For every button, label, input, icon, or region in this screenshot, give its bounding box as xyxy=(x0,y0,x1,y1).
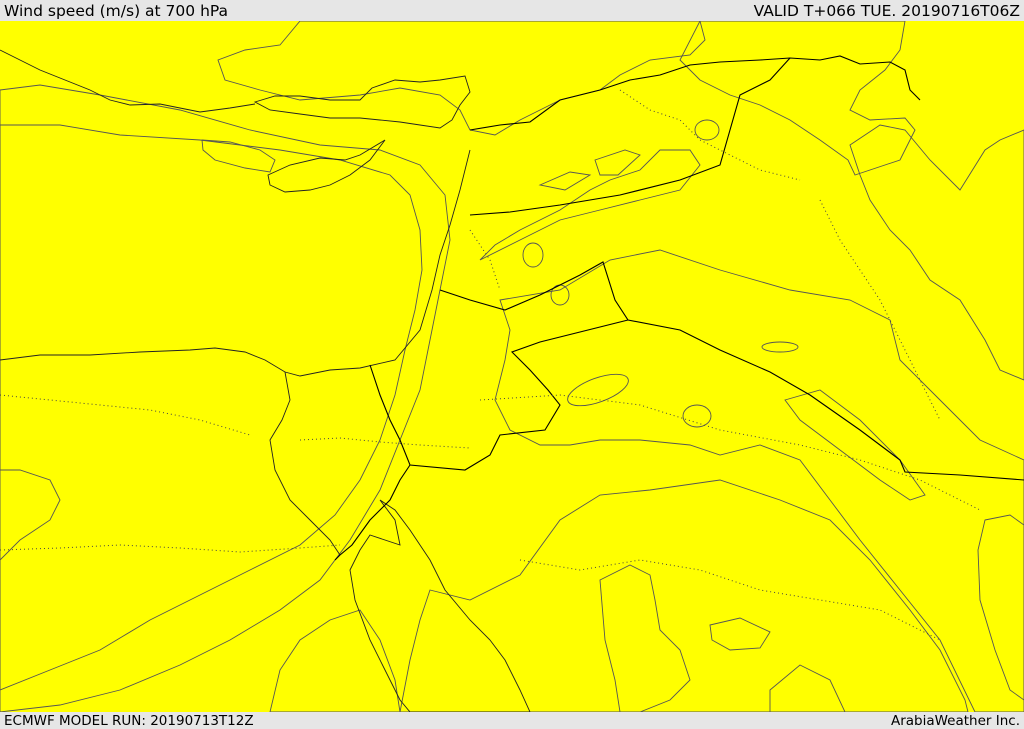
gold-band-west xyxy=(0,84,451,712)
gold-band-center xyxy=(479,149,701,261)
med-coastline xyxy=(0,149,471,377)
yellow-band-base xyxy=(0,21,1024,712)
model-run-label: ECMWF MODEL RUN: 20190713T12Z xyxy=(4,712,254,729)
dotted-boundary-7 xyxy=(819,199,941,421)
amber-region-east-strip xyxy=(784,389,926,501)
gold-patch-small xyxy=(538,171,592,191)
dotted-boundary-5 xyxy=(299,437,471,449)
dotted-boundary-3 xyxy=(0,544,341,553)
peach-region-southwest xyxy=(269,609,401,712)
border-line-3 xyxy=(439,261,1024,481)
peach-patch-1 xyxy=(694,119,720,141)
dotted-boundary-1 xyxy=(479,394,981,511)
valid-time: VALID T+066 TUE. 20190716T06Z xyxy=(753,1,1020,20)
yellow-patch-3 xyxy=(522,242,544,268)
aegean-coast xyxy=(0,49,256,113)
gold-band-east xyxy=(494,249,1024,712)
map-footer: ECMWF MODEL RUN: 20190713T12Z ArabiaWeat… xyxy=(0,712,1024,729)
dotted-boundary-8 xyxy=(469,229,501,291)
weather-map[interactable] xyxy=(0,21,1024,712)
yellow-patch-5 xyxy=(709,617,771,651)
map-header: Wind speed (m/s) at 700 hPa VALID T+066 … xyxy=(0,0,1024,21)
dotted-boundary-6 xyxy=(619,89,801,181)
border-line-4 xyxy=(369,319,629,471)
amber-spot-center xyxy=(567,373,629,407)
sinai-coastline xyxy=(269,371,341,556)
border-line-2 xyxy=(469,57,791,216)
wind-speed-map-svg xyxy=(0,21,1024,712)
peach-region-northeast xyxy=(679,21,916,176)
caspian-black-sea-area xyxy=(253,75,471,129)
yellow-patch-1 xyxy=(682,404,712,428)
map-title: Wind speed (m/s) at 700 hPa xyxy=(4,1,229,20)
cyprus-island xyxy=(267,139,386,193)
yellow-patch-6 xyxy=(769,664,846,712)
orange-patch-cyprus xyxy=(201,139,276,173)
credit-label: ArabiaWeather Inc. xyxy=(890,712,1020,729)
yellow-patch-4 xyxy=(599,564,691,712)
gold-patch-small-2 xyxy=(594,149,641,176)
peach-region-north xyxy=(217,21,706,136)
peach-region-east xyxy=(849,124,1024,381)
peach-region-southeast xyxy=(399,479,969,712)
border-line-1 xyxy=(469,55,921,131)
amber-region-far-east xyxy=(977,514,1024,701)
amber-spot-east xyxy=(761,341,799,353)
red-sea xyxy=(349,499,531,712)
border-line-5 xyxy=(334,464,411,561)
